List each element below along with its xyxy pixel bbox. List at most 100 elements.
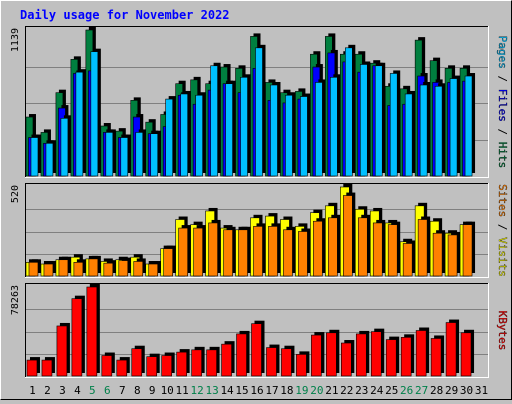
bar-pages-day-5: [90, 51, 99, 177]
bar-sites-day-14: [223, 229, 233, 277]
bar-kbytes-day-20: [311, 334, 322, 377]
y-max-label: 1139: [10, 28, 21, 52]
bar-kbytes-day-24: [370, 331, 382, 377]
day-label-28: 28: [430, 384, 443, 397]
bar-pages-day-3: [60, 118, 69, 177]
bar-sites-day-26: [402, 243, 413, 277]
bar-sites-day-12: [193, 227, 203, 277]
bar-kbytes-day-5: [86, 286, 98, 377]
bar-kbytes-day-3: [56, 325, 68, 377]
day-label-25: 25: [385, 384, 398, 397]
bar-sites-day-3: [58, 259, 69, 277]
bar-sites-day-13: [208, 222, 218, 277]
plot-border-light: [25, 283, 489, 378]
bar-kbytes-day-18: [281, 348, 292, 377]
bar-pages-day-26: [404, 93, 413, 177]
bar-kbytes-day-22: [341, 342, 352, 377]
bar-sites-day-6: [103, 262, 114, 277]
bar-kbytes-day-7: [116, 359, 128, 377]
bar-pages-day-13: [210, 65, 218, 177]
bar-sites-day-18: [283, 229, 293, 277]
bar-sites-day-11: [178, 227, 188, 277]
day-label-30: 30: [460, 384, 473, 397]
bar-sites-day-2: [43, 263, 54, 277]
day-label-18: 18: [280, 384, 293, 397]
day-label-15: 15: [235, 384, 248, 397]
day-label-11: 11: [176, 384, 189, 397]
bar-sites-day-25: [387, 224, 398, 277]
bar-sites-day-28: [432, 232, 443, 277]
bar-sites-day-19: [298, 231, 308, 277]
bar-kbytes-day-28: [430, 338, 442, 377]
day-label-16: 16: [250, 384, 263, 397]
bar-pages-day-20: [315, 82, 323, 177]
bar-kbytes-day-30: [460, 332, 472, 377]
bar-pages-day-14: [225, 83, 233, 177]
bar-sites-day-1: [28, 262, 39, 277]
bar-pages-day-16: [255, 47, 263, 177]
bar-kbytes-day-25: [385, 339, 397, 377]
series-pages: [30, 44, 476, 177]
y-legend-label-1: Pages / Files / Hits: [496, 36, 509, 169]
y-legend-label-3: KBytes: [496, 311, 509, 351]
bar-kbytes-day-16: [251, 323, 262, 377]
bar-pages-day-4: [75, 71, 84, 177]
day-label-19: 19: [295, 384, 308, 397]
day-label-27: 27: [415, 384, 428, 397]
bar-sites-day-20: [313, 220, 323, 277]
series-sites: [28, 192, 476, 277]
day-label-7: 7: [119, 384, 126, 397]
plot-border-light: [25, 26, 489, 178]
bar-pages-day-28: [434, 85, 443, 177]
bar-kbytes-day-23: [355, 333, 367, 377]
bar-pages-day-24: [374, 65, 383, 177]
day-label-21: 21: [325, 384, 338, 397]
day-label-26: 26: [400, 384, 413, 397]
bar-pages-day-22: [345, 47, 353, 177]
bar-sites-day-8: [133, 261, 144, 277]
panel-1: 1139: [10, 26, 489, 178]
bar-pages-day-10: [165, 98, 173, 177]
panel-2: 520: [10, 183, 489, 278]
bar-kbytes-day-10: [161, 355, 172, 377]
bar-kbytes-day-12: [191, 349, 202, 377]
bar-kbytes-day-26: [400, 337, 412, 377]
day-label-10: 10: [161, 384, 174, 397]
bar-sites-day-24: [372, 222, 383, 277]
plot-border-dark: [25, 283, 489, 378]
legend-pages: Pages: [496, 36, 509, 69]
plot-border-dark: [25, 183, 489, 278]
day-label-29: 29: [445, 384, 458, 397]
bar-kbytes-day-4: [71, 298, 83, 377]
legend-visits: Visits: [496, 237, 509, 277]
bar-pages-day-21: [330, 76, 338, 177]
bar-sites-day-16: [253, 226, 263, 277]
day-label-22: 22: [340, 384, 353, 397]
bar-sites-day-17: [268, 226, 278, 277]
bar-kbytes-day-21: [326, 332, 337, 377]
bar-pages-day-6: [105, 132, 114, 177]
bar-kbytes-day-19: [296, 354, 307, 377]
legend-kbytes: KBytes: [496, 311, 509, 351]
bar-sites-day-15: [238, 229, 248, 277]
day-label-23: 23: [355, 384, 368, 397]
day-label-3: 3: [59, 384, 66, 397]
day-label-20: 20: [310, 384, 323, 397]
bar-pages-day-27: [419, 84, 428, 177]
plot-border-dark: [25, 26, 489, 178]
bar-sites-day-7: [118, 260, 129, 277]
bar-pages-day-17: [270, 84, 278, 177]
bar-pages-day-15: [240, 76, 248, 177]
series-kbytes: [26, 284, 475, 377]
bar-kbytes-day-2: [41, 359, 53, 377]
bar-pages-day-19: [300, 96, 308, 177]
bar-pages-day-1: [30, 137, 39, 177]
bar-kbytes-day-11: [176, 351, 187, 377]
panel-3: 78263: [10, 283, 489, 378]
bar-sites-day-21: [328, 217, 338, 277]
day-label-17: 17: [265, 384, 278, 397]
bar-pages-day-25: [389, 73, 398, 177]
day-label-13: 13: [205, 384, 218, 397]
